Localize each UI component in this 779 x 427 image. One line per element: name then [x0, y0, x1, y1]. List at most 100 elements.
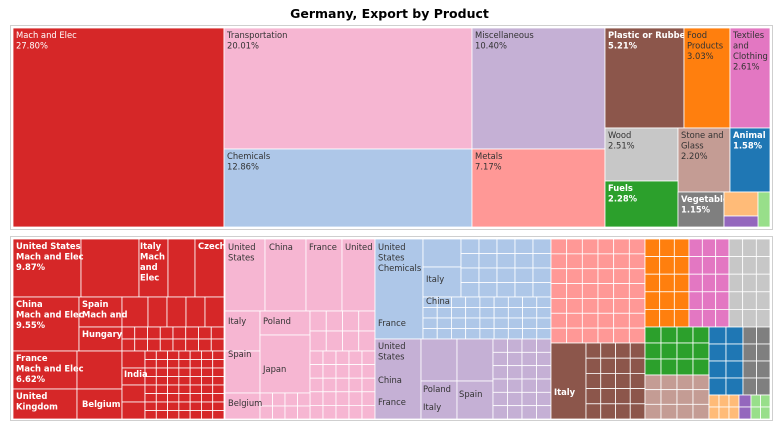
partner-cell-metals[interactable]: [566, 283, 583, 299]
partner-cell-transportation[interactable]: [284, 392, 298, 407]
treemap-cell-fuels[interactable]: [604, 180, 679, 228]
partner-cell-textiles[interactable]: [688, 238, 703, 258]
partner-cell-mach-elec[interactable]: [80, 238, 140, 298]
partner-cell-food[interactable]: [673, 256, 690, 275]
partner-cell-transportation[interactable]: [341, 238, 376, 312]
partner-cell-mach-elec[interactable]: [155, 376, 168, 386]
partner-cell-wood[interactable]: [742, 238, 757, 258]
partner-cell-metals[interactable]: [613, 298, 630, 314]
partner-cell-chemicals[interactable]: [536, 296, 552, 308]
partner-cell-textiles[interactable]: [688, 291, 703, 310]
partner-cell-transportation[interactable]: [322, 364, 337, 379]
partner-cell-chemicals[interactable]: [522, 296, 538, 308]
partner-cell-chemicals[interactable]: [479, 296, 495, 308]
partner-cell-wood[interactable]: [728, 238, 744, 258]
partner-cell-chemicals[interactable]: [451, 296, 467, 308]
partner-cell-plastic[interactable]: [585, 403, 602, 420]
partner-cell-mach-elec[interactable]: [172, 338, 187, 352]
partner-cell-transportation[interactable]: [342, 330, 360, 352]
partner-cell-chemicals[interactable]: [460, 238, 480, 254]
partner-cell-transportation[interactable]: [309, 391, 324, 406]
treemap-cell-plastic-or-rubber[interactable]: [604, 27, 685, 129]
partner-cell-mach-elec[interactable]: [201, 410, 214, 420]
partner-cell-mach-elec[interactable]: [204, 296, 225, 328]
partner-cell-chemicals[interactable]: [496, 238, 516, 254]
partner-cell-fuels[interactable]: [676, 342, 694, 360]
partner-cell-mach-elec[interactable]: [78, 296, 123, 328]
partner-cell-mach-elec[interactable]: [178, 384, 191, 394]
partner-cell-fuels[interactable]: [676, 326, 694, 344]
partner-cell-misc[interactable]: [507, 405, 523, 420]
partner-cell-misc[interactable]: [374, 338, 422, 420]
partner-cell-chemicals[interactable]: [422, 266, 462, 298]
partner-cell-vegetable[interactable]: [756, 326, 771, 345]
partner-cell-misc[interactable]: [521, 351, 537, 367]
partner-cell-food[interactable]: [659, 256, 675, 275]
partner-cell-metals[interactable]: [597, 283, 615, 299]
partner-cell-plastic[interactable]: [615, 388, 631, 405]
treemap-cell-transportation[interactable]: [223, 27, 473, 150]
partner-cell-chemicals[interactable]: [422, 307, 438, 319]
partner-cell-transportation[interactable]: [297, 405, 311, 420]
partner-cell-animal[interactable]: [725, 343, 744, 362]
partner-cell-misc[interactable]: [507, 351, 523, 367]
partner-cell-chemicals[interactable]: [522, 328, 538, 340]
partner-cell-wood[interactable]: [755, 256, 771, 275]
partner-cell-chemicals[interactable]: [522, 307, 538, 319]
partner-cell-misc[interactable]: [521, 405, 537, 420]
partner-cell-animal[interactable]: [725, 377, 744, 396]
partner-cell-mach-elec[interactable]: [198, 326, 212, 340]
partner-cell-food[interactable]: [673, 273, 690, 293]
partner-cell-mach-elec[interactable]: [121, 350, 146, 369]
partner-cell-other-orange[interactable]: [718, 406, 730, 420]
partner-cell-stone[interactable]: [644, 389, 662, 405]
partner-cell-chemicals[interactable]: [374, 238, 424, 340]
partner-cell-stone[interactable]: [660, 374, 678, 391]
partner-cell-stone[interactable]: [692, 374, 710, 391]
partner-cell-transportation[interactable]: [309, 404, 324, 420]
partner-cell-chemicals[interactable]: [460, 282, 480, 298]
partner-cell-plastic[interactable]: [615, 403, 631, 420]
partner-cell-mach-elec[interactable]: [178, 401, 191, 411]
partner-cell-transportation[interactable]: [358, 330, 376, 352]
partner-cell-metals[interactable]: [581, 312, 599, 329]
partner-cell-mach-elec[interactable]: [155, 384, 168, 394]
partner-cell-mach-elec[interactable]: [212, 376, 225, 386]
partner-cell-textiles[interactable]: [688, 273, 703, 293]
partner-cell-mach-elec[interactable]: [189, 350, 202, 360]
partner-cell-metals[interactable]: [628, 268, 646, 284]
partner-cell-vegetable[interactable]: [742, 343, 757, 362]
partner-cell-metals[interactable]: [581, 327, 599, 344]
partner-cell-mach-elec[interactable]: [144, 384, 157, 394]
partner-cell-textiles[interactable]: [715, 273, 730, 293]
partner-cell-mach-elec[interactable]: [144, 401, 157, 411]
partner-cell-metals[interactable]: [566, 312, 583, 329]
partner-cell-stone[interactable]: [692, 389, 710, 405]
partner-cell-mach-elec[interactable]: [167, 238, 196, 298]
partner-cell-chemicals[interactable]: [478, 282, 498, 298]
partner-cell-metals[interactable]: [597, 327, 615, 344]
partner-cell-mach-elec[interactable]: [201, 393, 214, 403]
partner-cell-metals[interactable]: [550, 312, 568, 329]
partner-cell-transportation[interactable]: [361, 391, 376, 406]
partner-cell-plastic[interactable]: [550, 342, 587, 420]
partner-cell-transportation[interactable]: [335, 391, 350, 406]
partner-cell-transportation[interactable]: [309, 364, 324, 379]
partner-cell-wood[interactable]: [728, 256, 744, 275]
partner-cell-chemicals[interactable]: [436, 328, 452, 340]
partner-cell-transportation[interactable]: [272, 392, 286, 407]
partner-cell-plastic[interactable]: [600, 388, 616, 405]
partner-cell-mach-elec[interactable]: [121, 401, 146, 420]
partner-cell-metals[interactable]: [613, 253, 630, 270]
partner-cell-mach-elec[interactable]: [212, 401, 225, 411]
partner-cell-transportation[interactable]: [309, 310, 327, 332]
partner-cell-transportation[interactable]: [284, 405, 298, 420]
partner-cell-plastic[interactable]: [629, 372, 646, 389]
partner-cell-transportation[interactable]: [297, 392, 311, 407]
partner-cell-misc[interactable]: [536, 365, 552, 380]
partner-cell-wood[interactable]: [742, 309, 757, 328]
partner-cell-misc[interactable]: [492, 338, 508, 353]
partner-cell-metals[interactable]: [566, 238, 583, 255]
partner-cell-fuels[interactable]: [644, 358, 662, 376]
partner-cell-transportation[interactable]: [264, 238, 307, 312]
